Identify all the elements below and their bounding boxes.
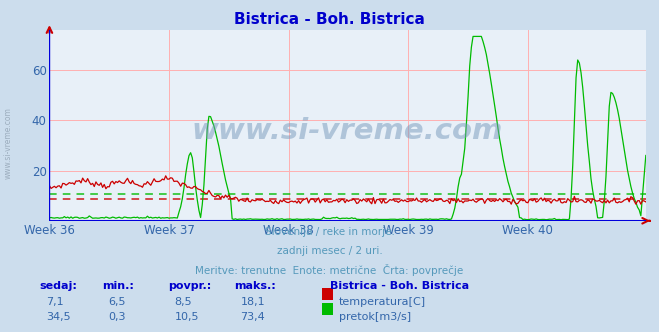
Text: maks.:: maks.:: [234, 281, 275, 290]
Text: Bistrica - Boh. Bistrica: Bistrica - Boh. Bistrica: [330, 281, 469, 290]
Text: 0,3: 0,3: [109, 312, 127, 322]
Text: 18,1: 18,1: [241, 297, 265, 307]
Text: 6,5: 6,5: [109, 297, 127, 307]
Text: temperatura[C]: temperatura[C]: [339, 297, 426, 307]
Text: www.si-vreme.com: www.si-vreme.com: [3, 107, 13, 179]
Text: 34,5: 34,5: [46, 312, 71, 322]
Text: Meritve: trenutne  Enote: metrične  Črta: povprečje: Meritve: trenutne Enote: metrične Črta: …: [195, 264, 464, 276]
Text: 10,5: 10,5: [175, 312, 199, 322]
Text: Bistrica - Boh. Bistrica: Bistrica - Boh. Bistrica: [234, 12, 425, 27]
Text: www.si-vreme.com: www.si-vreme.com: [192, 117, 503, 145]
Text: 73,4: 73,4: [241, 312, 266, 322]
Text: pretok[m3/s]: pretok[m3/s]: [339, 312, 411, 322]
Text: povpr.:: povpr.:: [168, 281, 212, 290]
Text: Slovenija / reke in morje.: Slovenija / reke in morje.: [264, 227, 395, 237]
Text: min.:: min.:: [102, 281, 134, 290]
Text: 7,1: 7,1: [46, 297, 64, 307]
Text: zadnji mesec / 2 uri.: zadnji mesec / 2 uri.: [277, 246, 382, 256]
Text: 8,5: 8,5: [175, 297, 192, 307]
Text: sedaj:: sedaj:: [40, 281, 77, 290]
